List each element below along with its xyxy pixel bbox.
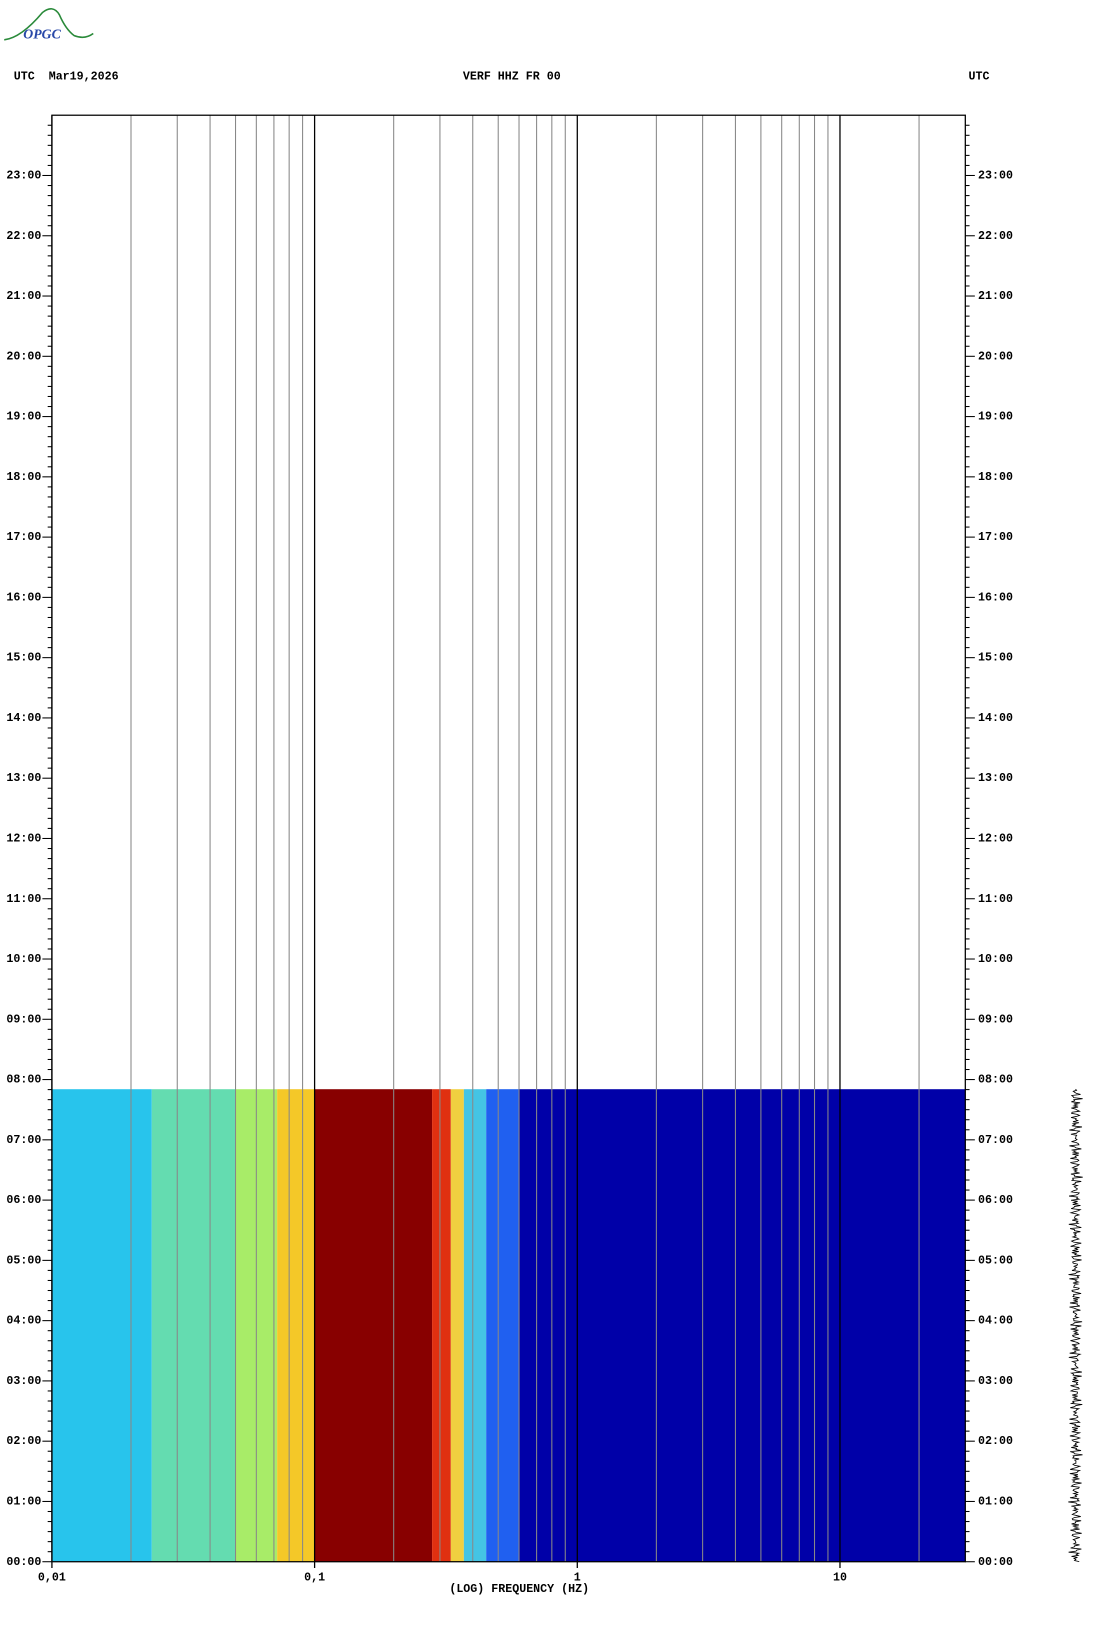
- y-tick-label: 15:00: [6, 652, 41, 665]
- y-tick-label: 07:00: [978, 1134, 1013, 1147]
- y-tick-label: 03:00: [978, 1375, 1013, 1388]
- y-tick-label: 02:00: [978, 1435, 1013, 1448]
- y-tick-label: 14:00: [978, 712, 1013, 725]
- y-tick-label: 18:00: [6, 471, 41, 484]
- header-left: UTC Mar19,2026: [14, 71, 119, 84]
- y-tick-label: 13:00: [978, 772, 1013, 785]
- y-tick-label: 11:00: [978, 893, 1013, 906]
- y-tick-label: 21:00: [6, 290, 41, 303]
- y-tick-label: 08:00: [6, 1074, 41, 1087]
- y-tick-label: 20:00: [978, 350, 1013, 363]
- y-tick-label: 19:00: [6, 411, 41, 424]
- spectrogram-band: [432, 1089, 451, 1562]
- x-tick-label: 0,01: [38, 1572, 66, 1585]
- spectrogram-band: [314, 1089, 433, 1562]
- y-tick-label: 22:00: [978, 230, 1013, 243]
- y-tick-label: 09:00: [6, 1013, 41, 1026]
- chart-title: VERF HHZ FR 00: [463, 71, 561, 84]
- y-tick-label: 06:00: [978, 1194, 1013, 1207]
- spectrogram-band: [51, 1089, 152, 1562]
- y-tick-label: 23:00: [978, 170, 1013, 183]
- y-tick-label: 23:00: [6, 170, 41, 183]
- y-tick-label: 22:00: [6, 230, 41, 243]
- spectrogram-band: [151, 1089, 236, 1562]
- y-tick-label: 12:00: [6, 833, 41, 846]
- spectrogram-band: [277, 1089, 315, 1562]
- y-tick-label: 16:00: [6, 591, 41, 604]
- spectrogram-band: [486, 1089, 520, 1562]
- y-tick-label: 04:00: [978, 1315, 1013, 1328]
- y-tick-label: 16:00: [978, 591, 1013, 604]
- y-tick-label: 10:00: [978, 953, 1013, 966]
- x-tick-label: 10: [833, 1572, 847, 1585]
- spectrogram-band: [450, 1089, 464, 1562]
- y-tick-label: 01:00: [6, 1496, 41, 1509]
- x-tick-label: 1: [574, 1572, 581, 1585]
- y-tick-label: 12:00: [978, 833, 1013, 846]
- y-tick-label: 07:00: [6, 1134, 41, 1147]
- y-tick-label: 02:00: [6, 1435, 41, 1448]
- y-tick-label: 15:00: [978, 652, 1013, 665]
- y-tick-label: 13:00: [6, 772, 41, 785]
- y-tick-label: 18:00: [978, 471, 1013, 484]
- y-tick-label: 04:00: [6, 1315, 41, 1328]
- x-tick-label: 0,1: [304, 1572, 325, 1585]
- y-tick-label: 09:00: [978, 1013, 1013, 1026]
- y-tick-label: 19:00: [978, 411, 1013, 424]
- y-tick-label: 17:00: [978, 531, 1013, 544]
- logo-text: OPGC: [23, 27, 61, 42]
- y-tick-label: 17:00: [6, 531, 41, 544]
- y-tick-label: 00:00: [6, 1556, 41, 1569]
- y-tick-label: 05:00: [978, 1254, 1013, 1267]
- waveform: [1068, 1088, 1083, 1563]
- y-tick-label: 11:00: [6, 893, 41, 906]
- y-tick-label: 14:00: [6, 712, 41, 725]
- y-tick-label: 10:00: [6, 953, 41, 966]
- y-tick-label: 20:00: [6, 350, 41, 363]
- y-tick-label: 00:00: [978, 1556, 1013, 1569]
- y-tick-label: 08:00: [978, 1074, 1013, 1087]
- y-tick-label: 06:00: [6, 1194, 41, 1207]
- y-tick-label: 05:00: [6, 1254, 41, 1267]
- y-tick-label: 01:00: [978, 1496, 1013, 1509]
- spectrogram-band: [519, 1089, 966, 1562]
- y-tick-label: 21:00: [978, 290, 1013, 303]
- spectrogram-band: [463, 1089, 487, 1562]
- plot-area: 0,01 0,1 1 10 00:00 00:00 01:00 01:00 02:00 02:00…: [6, 114, 1013, 1585]
- header-right: UTC: [968, 71, 989, 84]
- logo: OPGC: [4, 8, 94, 42]
- y-tick-label: 03:00: [6, 1375, 41, 1388]
- logo-curve: [4, 8, 94, 41]
- x-axis-label: (LOG) FREQUENCY (HZ): [449, 1583, 589, 1596]
